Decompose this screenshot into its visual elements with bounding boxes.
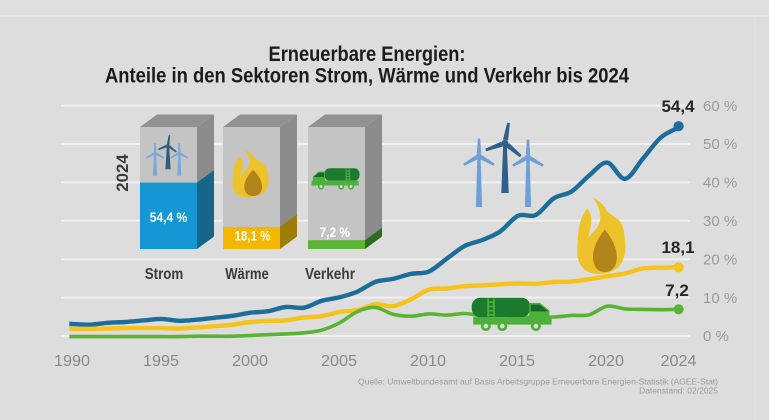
svg-text:Datenstand: 02/2025: Datenstand: 02/2025: [639, 386, 718, 396]
svg-text:1990: 1990: [54, 353, 90, 370]
svg-text:2005: 2005: [321, 353, 357, 370]
svg-text:20 %: 20 %: [703, 251, 737, 268]
svg-text:40 %: 40 %: [703, 175, 737, 192]
svg-text:54,4: 54,4: [661, 97, 695, 116]
svg-text:7,2: 7,2: [665, 281, 689, 300]
svg-text:Verkehr: Verkehr: [305, 266, 355, 283]
svg-text:2010: 2010: [410, 353, 446, 370]
svg-text:54,4 %: 54,4 %: [150, 209, 188, 225]
svg-text:30 %: 30 %: [703, 213, 737, 230]
svg-text:50 %: 50 %: [703, 136, 737, 153]
svg-text:Quelle: Umweltbundesamt auf Ba: Quelle: Umweltbundesamt auf Basis Arbeit…: [358, 377, 718, 387]
svg-text:Wärme: Wärme: [225, 266, 269, 283]
svg-text:7,2 %: 7,2 %: [320, 224, 351, 240]
svg-text:1995: 1995: [143, 353, 179, 370]
svg-text:2015: 2015: [499, 353, 535, 370]
svg-text:60 %: 60 %: [703, 98, 737, 115]
svg-text:18,1 %: 18,1 %: [235, 228, 271, 244]
svg-text:Anteile in den Sektoren Strom,: Anteile in den Sektoren Strom, Wärme und…: [105, 65, 629, 88]
svg-text:0 %: 0 %: [703, 328, 729, 345]
svg-text:2024: 2024: [661, 353, 697, 370]
svg-text:Strom: Strom: [145, 266, 184, 283]
svg-text:Erneuerbare Energien:: Erneuerbare Energien:: [269, 43, 466, 66]
svg-text:2024: 2024: [113, 154, 132, 192]
svg-text:2000: 2000: [232, 353, 268, 370]
svg-text:18,1: 18,1: [661, 238, 694, 257]
svg-text:10 %: 10 %: [703, 290, 737, 307]
svg-text:2020: 2020: [588, 353, 624, 370]
